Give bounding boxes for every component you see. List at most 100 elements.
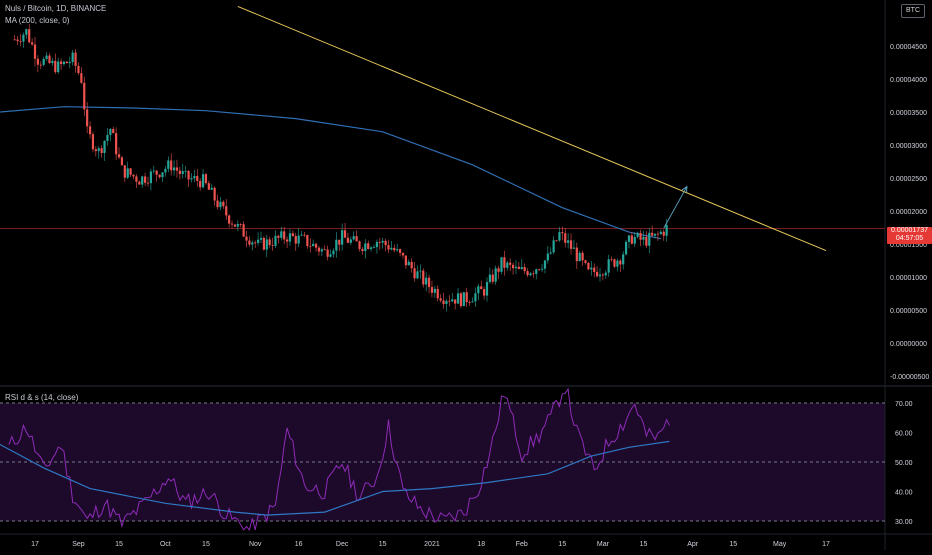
candle-body (332, 250, 335, 255)
candle-body (442, 300, 445, 305)
candle-body (474, 293, 477, 302)
candle-body (109, 128, 112, 135)
candle-body (390, 247, 393, 250)
bar-countdown: 04:57:05 (895, 235, 924, 242)
rsi-line (8, 387, 670, 531)
candle-body (540, 268, 544, 270)
candle-body (535, 269, 538, 274)
candle-body (239, 223, 242, 225)
candle-body (465, 292, 468, 303)
currency-badge[interactable]: BTC (901, 4, 925, 18)
candle-body (601, 274, 604, 276)
candle-body (427, 277, 431, 288)
price-axis-tick-label: 0.00000000 (890, 341, 927, 348)
candle-body (45, 55, 48, 59)
time-axis-tick-label: 16 (295, 541, 303, 548)
candle-body (233, 224, 237, 227)
candle-body (190, 178, 193, 180)
candle-body (616, 260, 619, 267)
time-axis-tick-label: Sep (72, 541, 85, 548)
candle-body (396, 249, 399, 251)
candle-body (285, 239, 289, 242)
candle-body (346, 237, 350, 243)
candle-body (430, 287, 434, 293)
candle-body (106, 134, 109, 141)
candle-body (633, 237, 636, 244)
candle-body (662, 231, 665, 236)
candle-body (419, 270, 422, 272)
time-axis-tick-label: May (773, 541, 787, 548)
candle-body (511, 264, 515, 269)
candle-body (491, 274, 494, 282)
candle-body (80, 73, 83, 83)
candle-body (532, 273, 535, 275)
candle-body (401, 252, 405, 256)
rsi-axis-tick-label: 70.00 (895, 401, 913, 408)
candle-body (71, 52, 74, 63)
candle-body (265, 239, 268, 250)
candle-body (170, 160, 173, 171)
candle-body (569, 240, 573, 249)
candle-body (538, 269, 541, 271)
candle-body (222, 201, 225, 207)
candle-body (291, 233, 294, 237)
candle-body (514, 266, 518, 269)
candle-body (622, 254, 625, 265)
candle-body (665, 225, 668, 236)
candle-body (367, 243, 370, 249)
candle-body (77, 65, 80, 74)
candle-body (459, 293, 463, 307)
candle-body (543, 260, 547, 269)
candle-body (456, 293, 460, 304)
time-axis-tick-label: Oct (160, 541, 171, 548)
candle-body (306, 235, 309, 247)
candle-body (228, 215, 231, 224)
ma-legend: MA (200, close, 0) (5, 16, 70, 25)
candle-body (132, 174, 135, 177)
candle-body (613, 259, 616, 267)
candle-body (477, 286, 480, 294)
candle-body (555, 240, 558, 242)
candle-body (323, 249, 326, 251)
candle-body (100, 148, 103, 153)
resistance-trendline (237, 5, 827, 252)
candle-body (384, 240, 387, 246)
candle-body (161, 172, 164, 178)
candle-body (300, 234, 303, 236)
candle-body (361, 249, 364, 251)
candle-body (468, 302, 471, 303)
candle-body (619, 260, 622, 265)
candle-body (196, 176, 199, 182)
candle-body (651, 232, 654, 236)
candle-body (378, 241, 381, 243)
rsi-axis-tick-label: 50.00 (895, 460, 913, 467)
candle-body (422, 270, 425, 285)
candle-body (312, 243, 315, 247)
price-axis-tick-label: 0.00004500 (890, 44, 927, 51)
candle-body (158, 174, 161, 178)
candle-body (645, 236, 648, 246)
candle-body (572, 247, 576, 249)
candle-body (558, 232, 561, 241)
candle-body (598, 274, 602, 277)
candle-body (31, 42, 34, 45)
candle-body (439, 298, 442, 301)
candle-body (36, 58, 39, 65)
candle-body (343, 230, 347, 238)
candle-body (152, 170, 155, 172)
symbol-legend: Nuls / Bitcoin, 1D, BINANCE (5, 4, 107, 13)
candle-body (642, 236, 645, 240)
candle-body (262, 237, 265, 250)
candle-body (39, 64, 42, 66)
time-axis-tick-label: 15 (202, 541, 210, 548)
candle-body (358, 241, 361, 250)
projection-arrow-line (663, 186, 688, 229)
candle-body (225, 206, 228, 216)
time-axis-tick-label: 15 (640, 541, 648, 548)
rsi-signal-line (0, 440, 670, 516)
candle-body (509, 262, 512, 265)
candle-body (567, 240, 570, 243)
price-axis-tick-label: 0.00002000 (890, 209, 927, 216)
